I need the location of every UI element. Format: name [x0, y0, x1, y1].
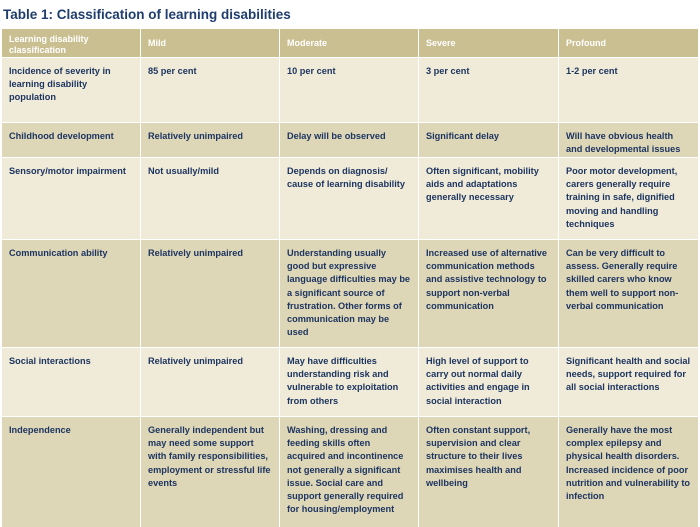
header-severe: Severe	[419, 29, 558, 57]
header-profound: Profound	[559, 29, 698, 57]
cell-social-moderate: May have difficulties understanding risk…	[280, 348, 418, 416]
row-label-childhood-development: Childhood development	[2, 123, 140, 157]
cell-communication-moderate: Understanding usually good but expressiv…	[280, 240, 418, 347]
table-title: Table 1: Classification of learning disa…	[3, 7, 291, 22]
cell-communication-mild: Relatively unimpaired	[141, 240, 279, 347]
cell-sensory-mild: Not usually/mild	[141, 158, 279, 239]
cell-sensory-moderate: Depends on diagnosis/ cause of learning …	[280, 158, 418, 239]
cell-communication-profound: Can be very difficult to assess. General…	[559, 240, 698, 347]
cell-independence-profound: Generally have the most complex epilepsy…	[559, 417, 698, 527]
header-mild: Mild	[141, 29, 279, 57]
cell-social-mild: Relatively unimpaired	[141, 348, 279, 416]
row-label-communication: Communication ability	[2, 240, 140, 347]
cell-childhood-severe: Significant delay	[419, 123, 558, 157]
cell-independence-mild: Generally independent but may need some …	[141, 417, 279, 527]
row-label-social-interactions: Social interactions	[2, 348, 140, 416]
cell-childhood-mild: Relatively unimpaired	[141, 123, 279, 157]
header-moderate: Moderate	[280, 29, 418, 57]
classification-table: Learning disability classification Mild …	[2, 29, 698, 527]
cell-childhood-profound: Will have obvious health and development…	[559, 123, 698, 157]
cell-social-severe: High level of support to carry out norma…	[419, 348, 558, 416]
cell-independence-moderate: Washing, dressing and feeding skills oft…	[280, 417, 418, 527]
cell-incidence-mild: 85 per cent	[141, 58, 279, 122]
cell-incidence-severe: 3 per cent	[419, 58, 558, 122]
header-classification: Learning disability classification	[2, 29, 140, 57]
cell-childhood-moderate: Delay will be observed	[280, 123, 418, 157]
cell-sensory-severe: Often significant, mobility aids and ada…	[419, 158, 558, 239]
row-label-incidence: Incidence of severity in learning disabi…	[2, 58, 140, 122]
cell-social-profound: Significant health and social needs, sup…	[559, 348, 698, 416]
cell-incidence-profound: 1-2 per cent	[559, 58, 698, 122]
cell-independence-severe: Often constant support, supervision and …	[419, 417, 558, 527]
cell-sensory-profound: Poor motor development, carers generally…	[559, 158, 698, 239]
cell-communication-severe: Increased use of alternative communicati…	[419, 240, 558, 347]
row-label-independence: Independence	[2, 417, 140, 527]
row-label-sensory-motor: Sensory/motor impairment	[2, 158, 140, 239]
cell-incidence-moderate: 10 per cent	[280, 58, 418, 122]
